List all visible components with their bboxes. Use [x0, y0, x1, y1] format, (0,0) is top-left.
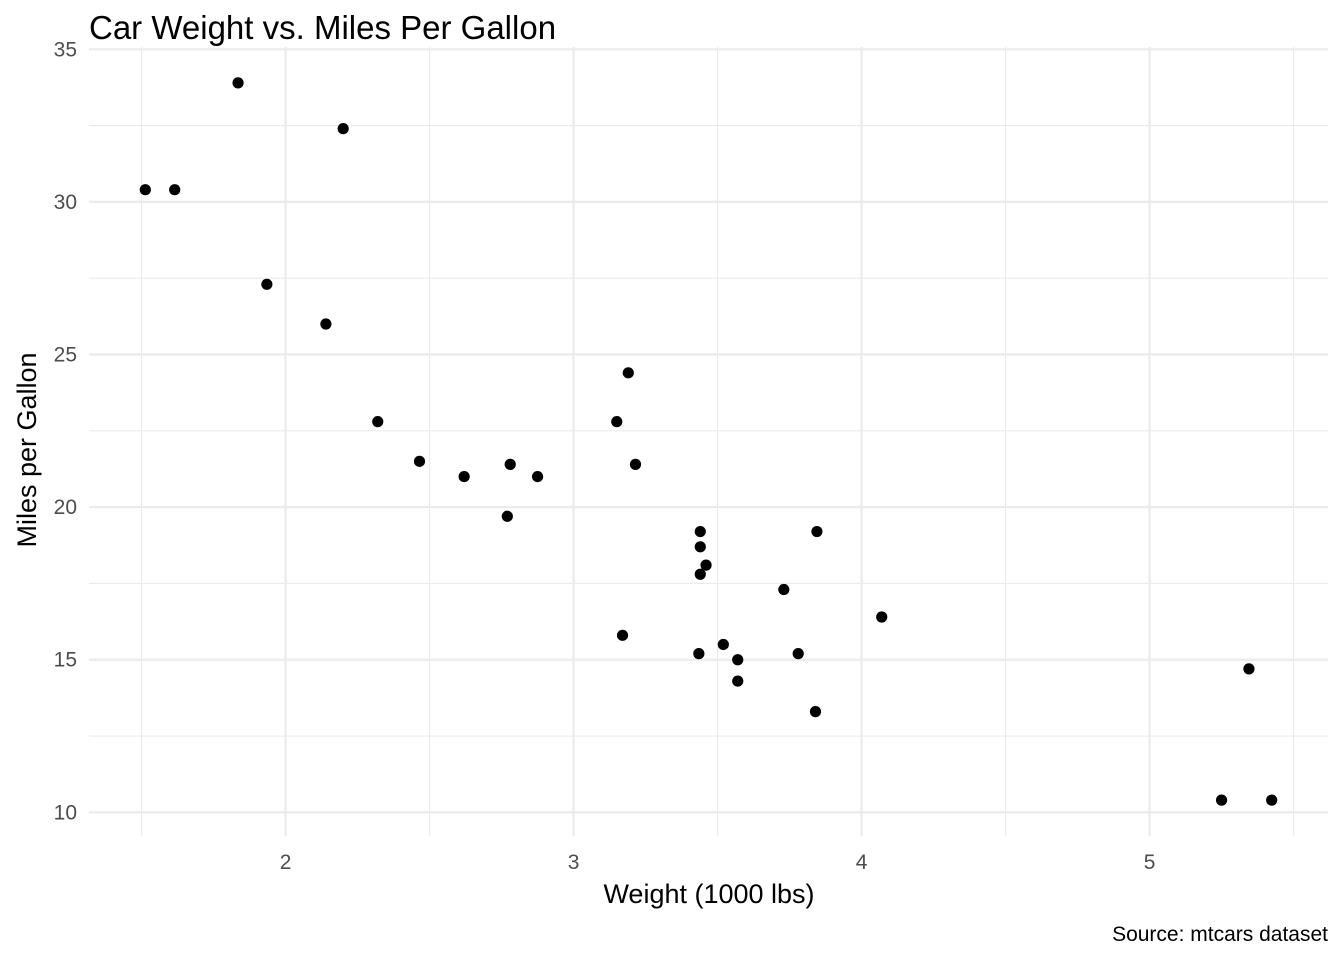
- data-point: [169, 184, 181, 196]
- data-point: [693, 648, 705, 660]
- y-axis-ticks: 10 15 20 25 30 35: [54, 38, 77, 824]
- data-point: [778, 583, 790, 596]
- y-axis-title: Miles per Gallon: [12, 352, 42, 547]
- data-point: [700, 559, 712, 571]
- y-tick-label: 15: [54, 649, 77, 672]
- chart-title: Car Weight vs. Miles Per Gallon: [89, 9, 556, 46]
- major-gridlines: [89, 47, 1328, 836]
- data-point: [1243, 663, 1255, 675]
- x-axis-title: Weight (1000 lbs): [603, 879, 814, 909]
- data-point: [629, 458, 642, 470]
- data-point: [320, 318, 332, 330]
- data-point: [261, 278, 273, 290]
- data-point: [458, 471, 470, 483]
- data-point: [611, 416, 623, 428]
- x-tick-label: 4: [856, 851, 868, 874]
- data-point: [504, 458, 516, 470]
- data-point: [337, 123, 349, 135]
- data-point: [717, 638, 729, 651]
- data-point: [501, 510, 513, 522]
- x-tick-label: 3: [568, 851, 580, 874]
- data-point: [811, 525, 823, 538]
- data-point: [694, 568, 706, 580]
- data-point: [876, 611, 888, 623]
- data-point: [232, 77, 244, 89]
- data-point: [139, 184, 151, 196]
- data-point: [531, 471, 544, 483]
- y-tick-label: 35: [54, 38, 77, 61]
- chart-caption: Source: mtcars dataset: [1112, 923, 1328, 946]
- x-tick-label: 2: [280, 851, 292, 874]
- data-point: [622, 367, 634, 379]
- x-axis-ticks: 2 3 4 5: [280, 851, 1156, 874]
- y-tick-label: 10: [54, 801, 77, 824]
- data-point: [809, 706, 822, 718]
- data-point: [792, 648, 804, 660]
- data-point: [413, 455, 426, 467]
- data-point: [694, 541, 706, 553]
- data-point: [1215, 794, 1228, 806]
- data-point: [732, 654, 744, 666]
- y-tick-label: 30: [54, 191, 77, 214]
- x-tick-label: 5: [1144, 851, 1156, 874]
- data-point: [372, 416, 384, 428]
- minor-gridlines: [89, 47, 1328, 836]
- y-tick-label: 20: [54, 496, 77, 519]
- data-point: [694, 525, 706, 538]
- y-tick-label: 25: [54, 344, 77, 367]
- data-point: [732, 675, 744, 687]
- data-point: [1266, 794, 1278, 806]
- data-points: [139, 77, 1278, 806]
- data-point: [616, 629, 629, 641]
